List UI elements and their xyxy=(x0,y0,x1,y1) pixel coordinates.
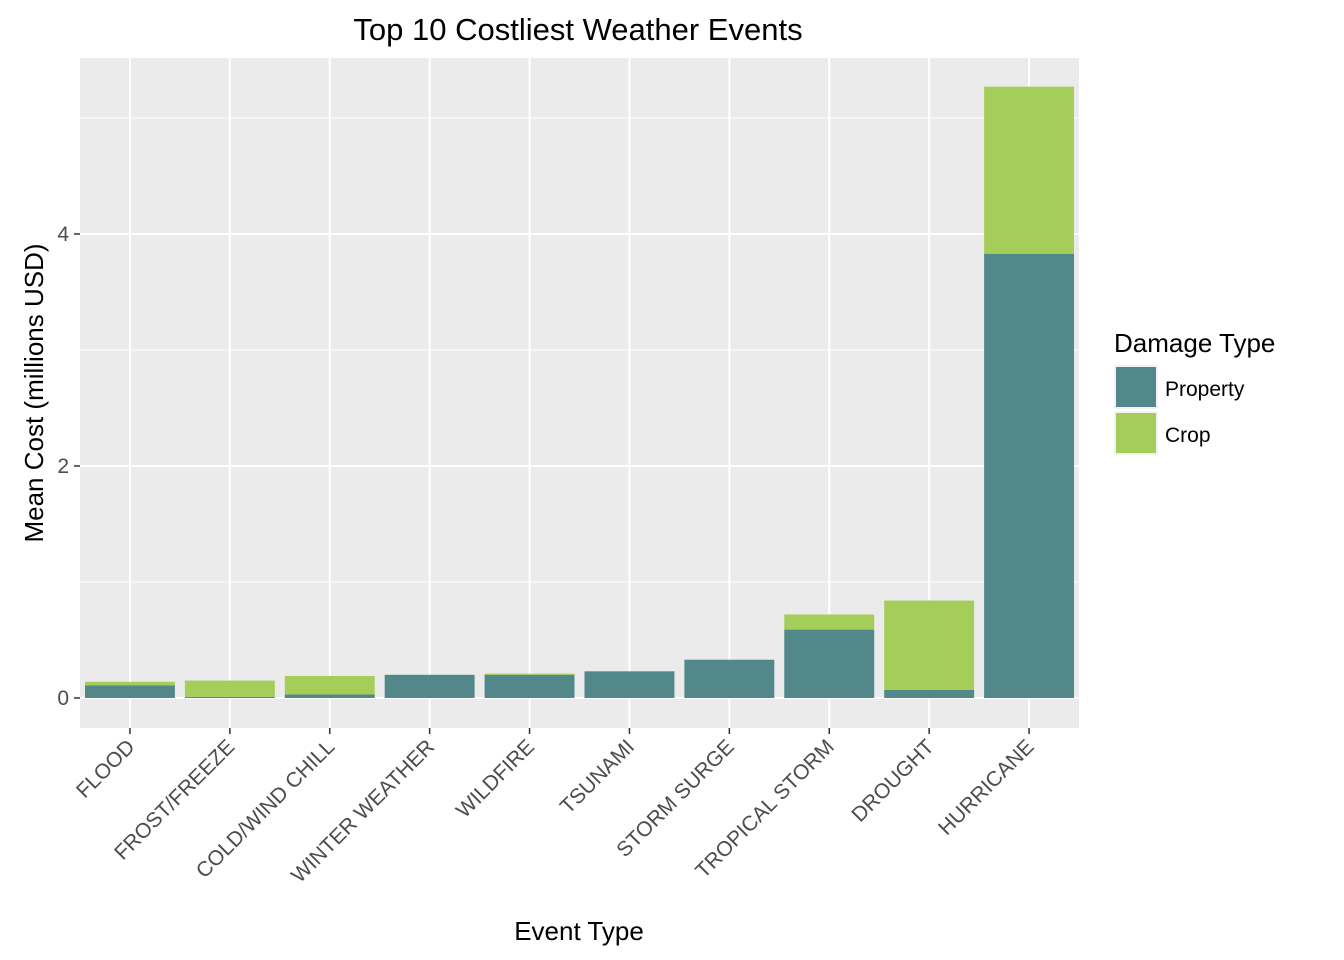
bar-crop xyxy=(484,673,575,675)
bar-crop xyxy=(84,681,175,686)
bar-property xyxy=(84,685,175,698)
legend: Damage Type Property Crop xyxy=(1114,328,1275,455)
bar-property xyxy=(284,694,375,698)
x-tick-label: FLOOD xyxy=(72,735,139,802)
y-tick-label: 0 xyxy=(57,687,69,710)
legend-swatch-crop xyxy=(1116,413,1156,453)
legend-label-property: Property xyxy=(1165,378,1245,401)
bar-property xyxy=(984,253,1075,698)
bar-crop xyxy=(284,675,375,695)
y-axis-title: Mean Cost (millions USD) xyxy=(19,243,49,542)
bar-property xyxy=(884,689,975,698)
x-axis-title: Event Type xyxy=(514,916,644,946)
bar-crop xyxy=(984,86,1075,254)
bar-crop xyxy=(184,680,275,697)
y-axis: 0 2 4 xyxy=(57,223,80,710)
bar-property xyxy=(184,696,275,698)
bar-property xyxy=(484,674,575,698)
legend-swatch-property xyxy=(1116,367,1156,407)
bars-group xyxy=(84,86,1075,698)
x-tick-label: HURRICANE xyxy=(934,735,1039,840)
x-tick-label: DROUGHT xyxy=(847,735,938,826)
legend-label-crop: Crop xyxy=(1165,424,1211,447)
x-tick-label: TSUNAMI xyxy=(556,735,639,818)
bar-crop xyxy=(884,600,975,690)
y-tick-label: 4 xyxy=(57,223,69,246)
chart-title: Top 10 Costliest Weather Events xyxy=(353,12,802,47)
x-tick-label: WILDFIRE xyxy=(452,735,539,822)
bar-property xyxy=(384,674,475,698)
bar-property xyxy=(584,671,675,698)
bar-property xyxy=(784,629,875,698)
minor-gridlines xyxy=(80,117,1079,583)
bar-property xyxy=(684,659,775,698)
y-tick-label: 2 xyxy=(57,455,69,478)
legend-title: Damage Type xyxy=(1114,328,1275,358)
bar-crop xyxy=(784,614,875,630)
